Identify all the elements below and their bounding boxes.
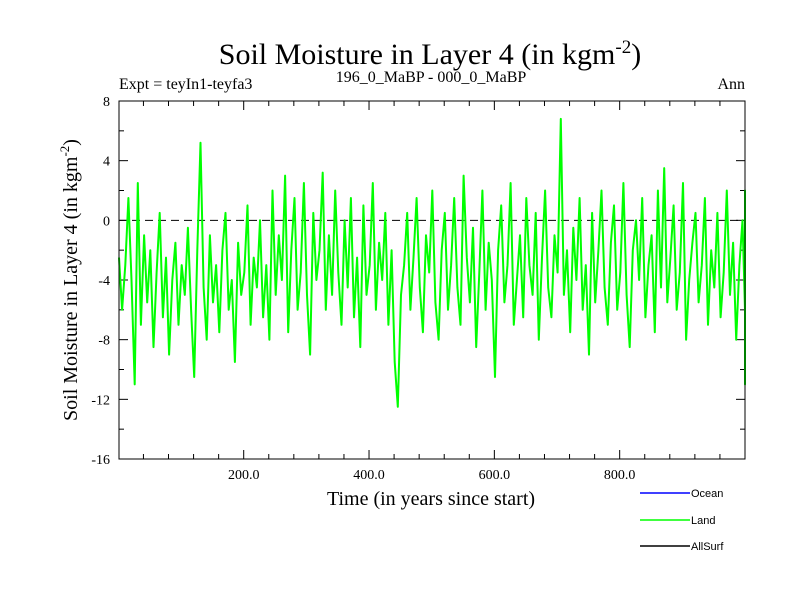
chart-title: Soil Moisture in Layer 4 (in kgm-2) [219, 37, 641, 71]
legend-ocean-label: Ocean [691, 488, 723, 500]
x-axis-label: Time (in years since start) [327, 488, 535, 510]
x-tick-label: 400.0 [353, 468, 385, 483]
x-tick-label: 800.0 [604, 468, 636, 483]
y-axis-label: Soil Moisture in Layer 4 (in kgm-2) [57, 139, 82, 421]
axis-tick-labels: -16 -12 -8 -4 0 4 8 200.0 400.0 600.0 800.0 [91, 95, 635, 483]
legend-land-label: Land [691, 515, 715, 527]
y-tick-label: 0 [103, 214, 110, 229]
y-tick-label: -4 [98, 274, 110, 289]
land-series-line [119, 119, 745, 407]
legend: Ocean Land AllSurf [640, 488, 724, 553]
y-tick-label: 8 [103, 95, 110, 110]
subtitle-center: 196_0_MaBP - 000_0_MaBP [336, 69, 527, 86]
legend-allsurf-label: AllSurf [691, 541, 724, 553]
x-tick-label: 200.0 [228, 468, 260, 483]
x-tick-label: 600.0 [479, 468, 511, 483]
y-tick-label: -16 [91, 453, 110, 468]
chart: Soil Moisture in Layer 4 (in kgm-2) Expt… [0, 0, 800, 600]
subtitle-left: Expt = teyIn1-teyfa3 [119, 76, 252, 93]
y-tick-label: -12 [91, 393, 110, 408]
subtitle-right: Ann [717, 76, 745, 93]
y-tick-label: 4 [103, 155, 110, 170]
y-tick-label: -8 [98, 334, 110, 349]
